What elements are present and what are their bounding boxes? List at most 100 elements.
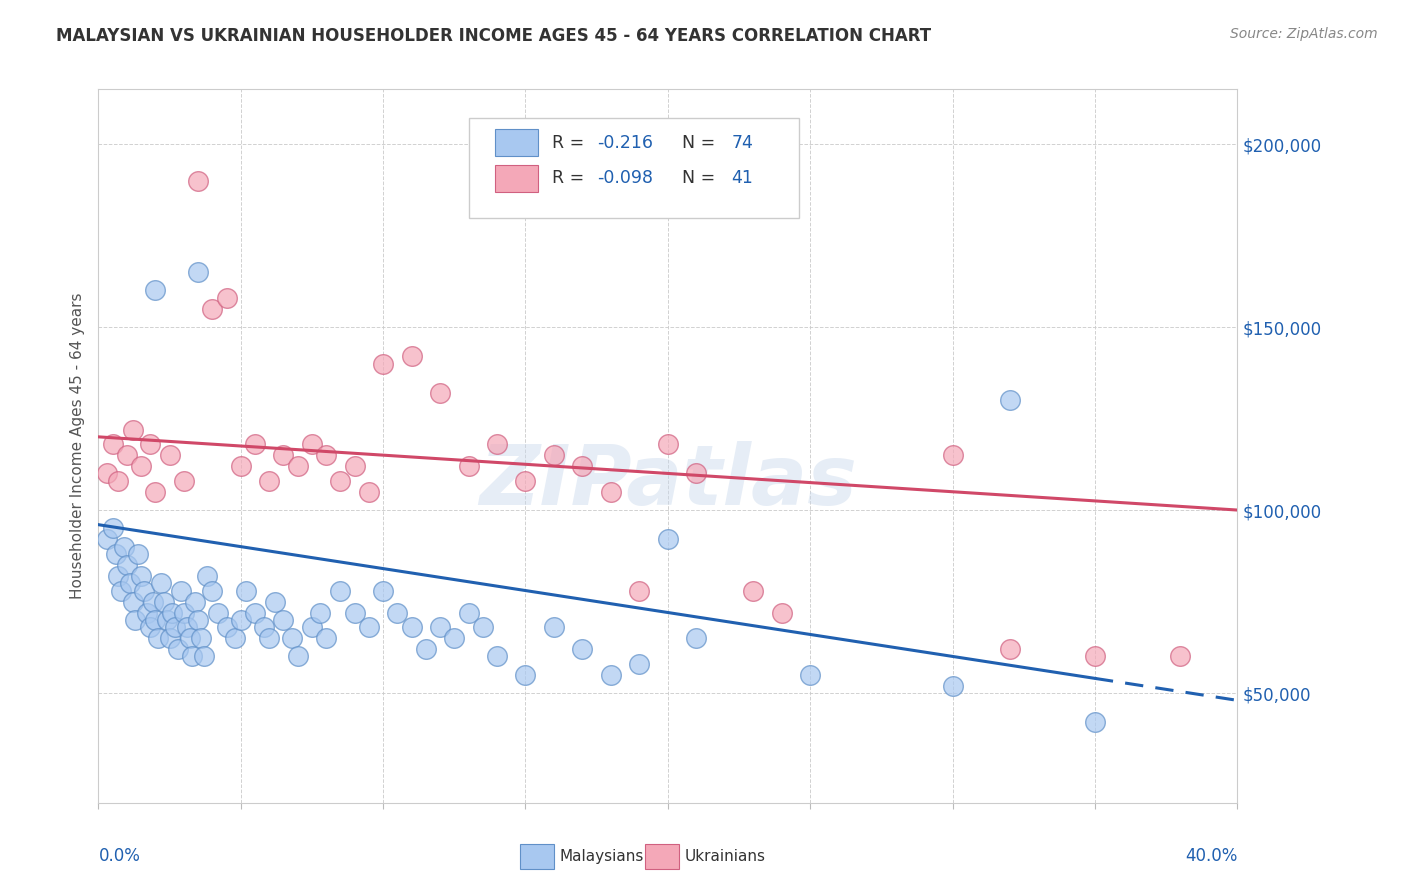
Point xyxy=(181,649,204,664)
Point xyxy=(543,620,565,634)
Point xyxy=(401,620,423,634)
Point xyxy=(118,576,141,591)
Point xyxy=(515,474,537,488)
Point xyxy=(281,631,304,645)
Point xyxy=(138,620,160,634)
Point xyxy=(145,284,167,298)
Text: 40.0%: 40.0% xyxy=(1185,847,1237,864)
Point xyxy=(543,448,565,462)
Point xyxy=(184,594,207,608)
Point xyxy=(167,642,190,657)
Point xyxy=(145,613,167,627)
Point xyxy=(1170,649,1192,664)
Point xyxy=(129,569,152,583)
Point xyxy=(415,642,437,657)
Point xyxy=(387,606,409,620)
Text: 0.0%: 0.0% xyxy=(98,847,141,864)
Point xyxy=(229,613,252,627)
Point xyxy=(600,484,623,499)
Point xyxy=(148,631,170,645)
Point xyxy=(457,459,479,474)
Point xyxy=(115,558,138,572)
Point xyxy=(998,642,1021,657)
Point xyxy=(112,540,135,554)
Point xyxy=(145,484,167,499)
Point xyxy=(401,349,423,363)
Point xyxy=(190,631,212,645)
Point xyxy=(110,583,132,598)
Point xyxy=(942,448,965,462)
Point xyxy=(96,467,118,481)
Text: N =: N = xyxy=(671,169,721,187)
Point xyxy=(942,679,965,693)
Point xyxy=(309,606,332,620)
Point xyxy=(156,613,179,627)
Point xyxy=(138,437,160,451)
Point xyxy=(429,386,451,401)
Point xyxy=(165,620,187,634)
Point xyxy=(173,474,195,488)
Point xyxy=(207,606,229,620)
Point xyxy=(571,459,593,474)
Point xyxy=(628,657,651,671)
Point xyxy=(170,583,193,598)
Point xyxy=(259,631,281,645)
Text: Ukrainians: Ukrainians xyxy=(685,849,766,863)
Point xyxy=(657,437,679,451)
Text: MALAYSIAN VS UKRAINIAN HOUSEHOLDER INCOME AGES 45 - 64 YEARS CORRELATION CHART: MALAYSIAN VS UKRAINIAN HOUSEHOLDER INCOM… xyxy=(56,27,931,45)
Point xyxy=(243,437,266,451)
Bar xyxy=(645,844,679,869)
Point xyxy=(193,649,215,664)
Point xyxy=(685,467,707,481)
Point xyxy=(176,620,198,634)
FancyBboxPatch shape xyxy=(468,118,799,218)
Point xyxy=(115,448,138,462)
Point xyxy=(215,291,238,305)
Text: 74: 74 xyxy=(731,134,754,152)
Point xyxy=(224,631,246,645)
Point xyxy=(135,606,157,620)
Point xyxy=(329,474,352,488)
Point xyxy=(101,437,124,451)
Point xyxy=(357,620,380,634)
Point xyxy=(287,459,309,474)
Point xyxy=(486,437,509,451)
Text: R =: R = xyxy=(551,134,589,152)
Bar xyxy=(520,844,554,869)
Point xyxy=(371,357,394,371)
Text: Source: ZipAtlas.com: Source: ZipAtlas.com xyxy=(1230,27,1378,41)
Point xyxy=(301,620,323,634)
Point xyxy=(628,583,651,598)
Point xyxy=(571,642,593,657)
Point xyxy=(201,583,224,598)
Point xyxy=(121,594,143,608)
Point xyxy=(159,448,181,462)
Point xyxy=(471,620,494,634)
Point xyxy=(315,631,337,645)
Text: R =: R = xyxy=(551,169,589,187)
Point xyxy=(371,583,394,598)
Y-axis label: Householder Income Ages 45 - 64 years: Householder Income Ages 45 - 64 years xyxy=(69,293,84,599)
Point xyxy=(457,606,479,620)
Point xyxy=(101,521,124,535)
Text: Malaysians: Malaysians xyxy=(560,849,644,863)
Text: -0.098: -0.098 xyxy=(598,169,654,187)
Point xyxy=(1084,715,1107,730)
Point xyxy=(799,667,821,681)
Point xyxy=(141,594,163,608)
Point xyxy=(742,583,765,598)
Point xyxy=(515,667,537,681)
Point xyxy=(107,474,129,488)
Point xyxy=(273,613,295,627)
Point xyxy=(162,606,184,620)
Point xyxy=(179,631,201,645)
Point xyxy=(124,613,146,627)
Point xyxy=(264,594,287,608)
Point xyxy=(1084,649,1107,664)
Point xyxy=(329,583,352,598)
Point xyxy=(657,533,679,547)
Point xyxy=(301,437,323,451)
Point xyxy=(235,583,257,598)
Text: 41: 41 xyxy=(731,169,754,187)
Point xyxy=(195,569,218,583)
